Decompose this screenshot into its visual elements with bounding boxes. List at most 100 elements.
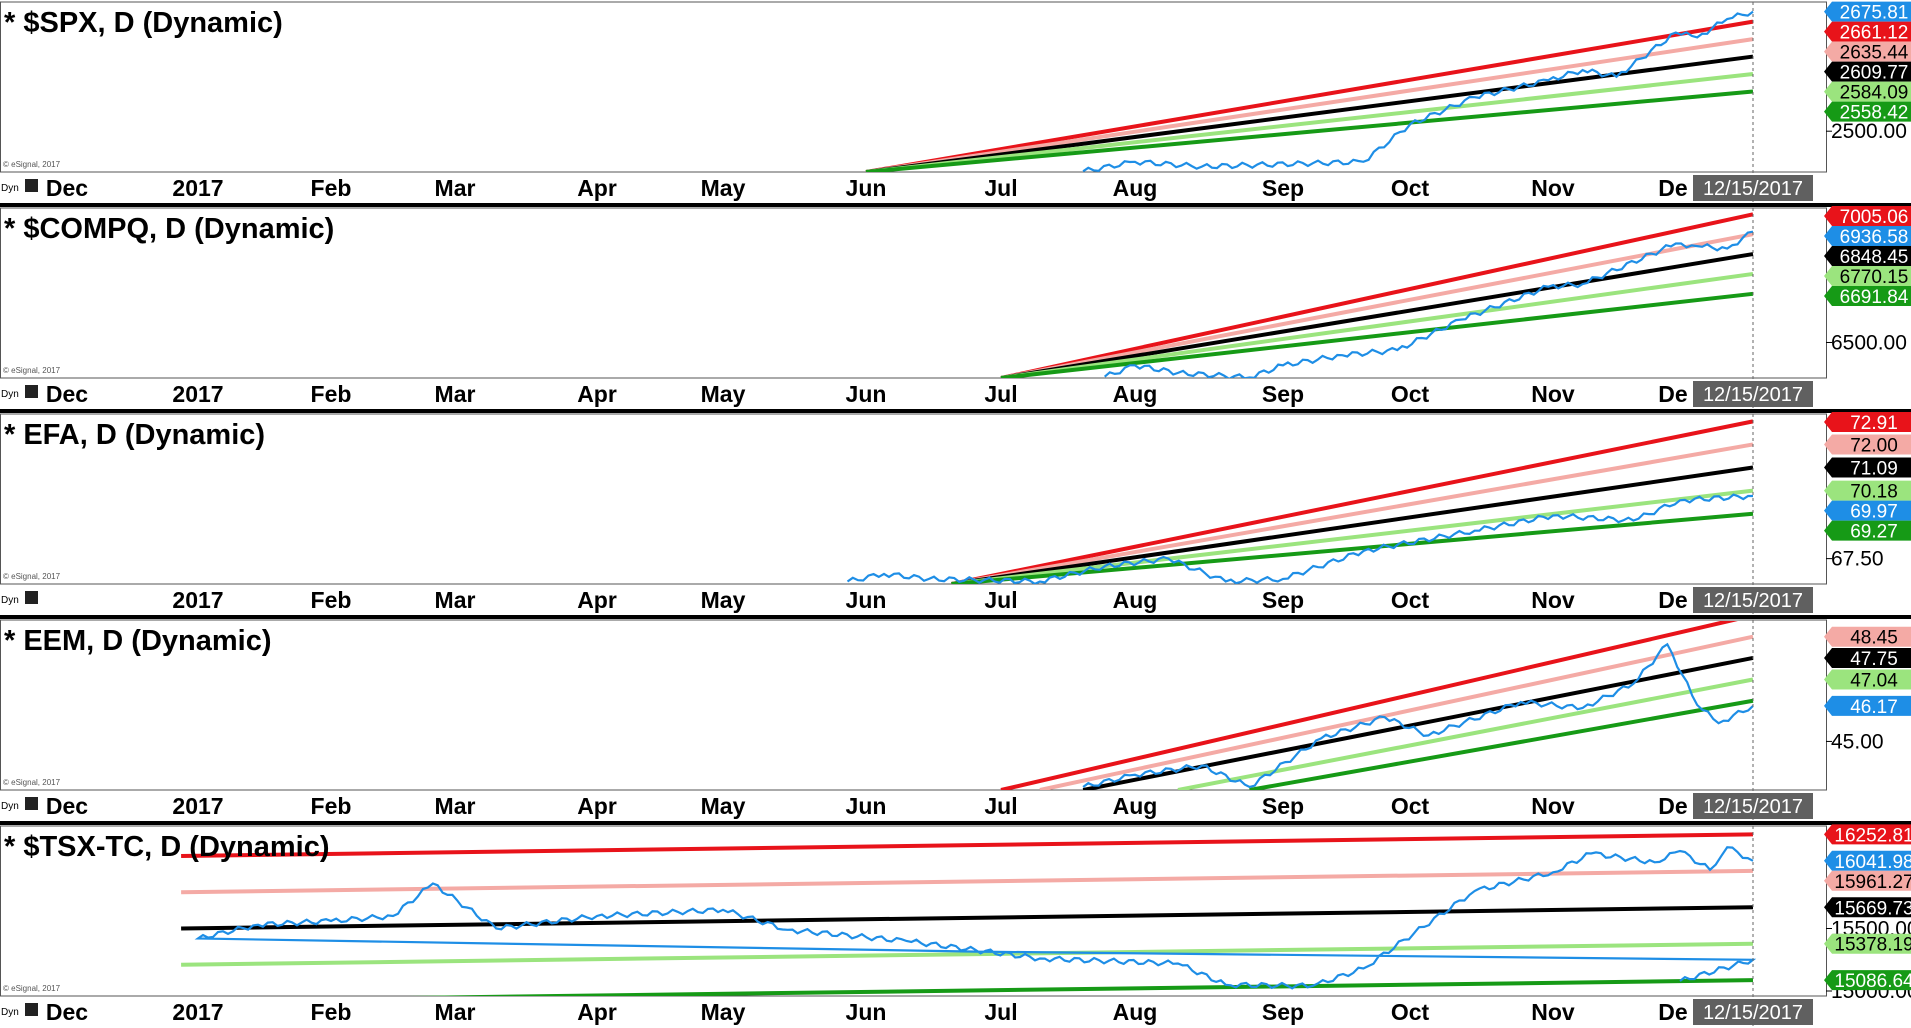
- x-tick-label: De: [1658, 587, 1687, 613]
- chart-type-icon[interactable]: [25, 591, 38, 604]
- value-tag-text: 72.91: [1850, 413, 1898, 434]
- value-tag: [1824, 412, 1911, 432]
- dyn-label[interactable]: Dyn: [1, 183, 19, 194]
- x-tick-label: Jul: [984, 999, 1017, 1025]
- value-tag: [1824, 266, 1911, 286]
- x-tick-label: Dec: [46, 175, 88, 201]
- value-tag-text: 15669.73: [1834, 898, 1911, 919]
- value-tag: [1824, 870, 1911, 891]
- x-tick-label: Aug: [1113, 999, 1158, 1025]
- x-tick-label: Jun: [846, 175, 887, 201]
- panel-title: * EEM, D (Dynamic): [4, 625, 272, 657]
- band-line-green: [865, 89, 1754, 172]
- price-line: [1103, 230, 1754, 378]
- band-line-red: [1000, 212, 1754, 378]
- x-tick-label: Sep: [1262, 587, 1304, 613]
- x-tick-label: Mar: [435, 587, 476, 613]
- value-tag: [1824, 480, 1911, 501]
- value-tag: [1824, 647, 1911, 668]
- value-tag-text: 6848.45: [1840, 247, 1909, 268]
- x-tick-label: Oct: [1391, 381, 1430, 407]
- current-date-label: 12/15/2017: [1703, 384, 1803, 406]
- value-tag: [1824, 897, 1911, 918]
- x-tick-label: Nov: [1531, 587, 1575, 613]
- chart-type-icon[interactable]: [25, 1003, 38, 1016]
- value-tag: [1824, 41, 1911, 62]
- value-tag-text: 69.27: [1850, 522, 1898, 543]
- band-line-black: [951, 465, 1754, 584]
- value-tag: [1824, 206, 1911, 226]
- x-tick-label: Feb: [311, 793, 352, 819]
- price-line: [846, 493, 1753, 584]
- band-line-lightgreen: [181, 941, 1754, 967]
- x-tick-label: Feb: [311, 587, 352, 613]
- band-line-pink: [1039, 634, 1754, 790]
- value-tag: [1824, 286, 1911, 306]
- value-tag-text: 2635.44: [1840, 43, 1909, 64]
- x-tick-label: Jul: [984, 587, 1017, 613]
- current-date-label: 12/15/2017: [1703, 796, 1803, 818]
- band-line-pink: [181, 868, 1754, 895]
- current-date-label: 12/15/2017: [1703, 590, 1803, 612]
- value-tag-text: 2558.42: [1840, 103, 1909, 124]
- x-tick-label: Aug: [1113, 381, 1158, 407]
- band-line-pink: [865, 37, 1754, 172]
- y-tick-label: 45.00: [1831, 730, 1884, 753]
- watermark-text: © eSignal, 2017: [3, 366, 61, 375]
- x-tick-label: Nov: [1531, 381, 1575, 407]
- value-tag: [1824, 970, 1911, 991]
- current-date-box: [1693, 587, 1813, 613]
- current-date-box: [1693, 175, 1813, 201]
- x-tick-label: Dec: [46, 381, 88, 407]
- value-tag-text: 46.17: [1850, 697, 1898, 718]
- chart-type-icon[interactable]: [25, 385, 38, 398]
- value-tag-text: 15378.19: [1834, 935, 1911, 956]
- dyn-label[interactable]: Dyn: [1, 801, 19, 812]
- dyn-label[interactable]: Dyn: [1, 595, 19, 606]
- x-tick-label: De: [1658, 175, 1687, 201]
- dyn-label[interactable]: Dyn: [1, 389, 19, 400]
- value-tag-text: 16252.81: [1834, 825, 1911, 846]
- value-tag-text: 6770.15: [1840, 267, 1909, 288]
- chart-type-icon[interactable]: [25, 179, 38, 192]
- value-tag-text: 16041.98: [1834, 852, 1911, 873]
- x-tick-label: 2017: [172, 793, 223, 819]
- value-tag: [1824, 824, 1911, 845]
- value-tag: [1824, 101, 1911, 122]
- dyn-label[interactable]: Dyn: [1, 1007, 19, 1018]
- band-line-black: [181, 905, 1754, 931]
- x-tick-label: 2017: [172, 999, 223, 1025]
- panel-separator: [0, 821, 1911, 825]
- band-line-red: [181, 832, 1754, 858]
- x-tick-label: Jun: [846, 793, 887, 819]
- x-tick-label: Oct: [1391, 999, 1430, 1025]
- current-date-box: [1693, 381, 1813, 407]
- x-tick-label: Aug: [1113, 175, 1158, 201]
- plot-clip-group: [1000, 212, 1754, 378]
- x-tick-label: Sep: [1262, 175, 1304, 201]
- y-tick-label: 2500.00: [1831, 120, 1907, 143]
- value-tag-text: 72.00: [1850, 435, 1898, 456]
- y-tick-label: 6500.00: [1831, 331, 1907, 354]
- watermark-text: © eSignal, 2017: [3, 778, 61, 787]
- value-tag-text: 6936.58: [1840, 227, 1909, 248]
- x-tick-label: Apr: [577, 175, 617, 201]
- x-tick-label: Mar: [435, 999, 476, 1025]
- band-line-green: [951, 511, 1754, 584]
- value-tag-text: 71.09: [1850, 459, 1898, 480]
- band-line-green: [1000, 291, 1754, 378]
- value-tag-text: 2609.77: [1840, 63, 1909, 84]
- x-tick-label: Sep: [1262, 793, 1304, 819]
- x-tick-label: Apr: [577, 381, 617, 407]
- value-tag-text: 7005.06: [1840, 207, 1909, 228]
- band-line-pink: [951, 442, 1754, 584]
- x-tick-label: Oct: [1391, 587, 1430, 613]
- value-tag: [1824, 457, 1911, 478]
- x-tick-label: De: [1658, 999, 1687, 1025]
- x-tick-label: Mar: [435, 793, 476, 819]
- chart-type-icon[interactable]: [25, 797, 38, 810]
- band-line-red: [865, 19, 1754, 172]
- value-tag: [1824, 226, 1911, 246]
- band-line-lightgreen: [951, 488, 1754, 584]
